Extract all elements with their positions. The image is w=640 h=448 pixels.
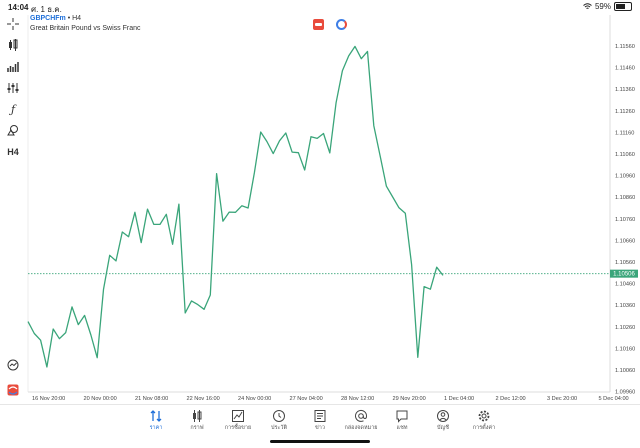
current-price-badge [610,269,638,278]
status-time: 14:04 [8,3,29,12]
price-tick-label: 1.10160 [615,346,635,352]
time-axis: 16 Nov 20:00 20 Nov 00:00 21 Nov 08:00 22 N… [32,396,629,402]
tab-label: ประวัติ [270,425,288,431]
shapes-icon[interactable] [3,122,23,138]
tab-label: แชท [396,425,408,431]
price-tick-label: 1.11560 [615,44,635,50]
tab-label: กล่องจดหมาย [344,425,378,431]
price-tick-label: 1.10560 [615,260,635,266]
settings-sliders-icon[interactable] [3,80,23,96]
time-tick-label: 29 Nov 20:00 [393,396,426,402]
chart-status-icons [313,19,347,30]
tab-trade[interactable]: การซื้อขาย [216,408,260,432]
chart-icon [193,410,202,422]
indicators-icon[interactable] [3,59,23,75]
chart-type-icon[interactable] [3,37,23,53]
history-icon [273,410,285,422]
current-price-label: 1.10506 [613,272,635,278]
quotes-icon [150,410,162,422]
function-icon[interactable]: ƒ [10,102,16,116]
status-right: 59% [583,2,632,11]
tab-quotes[interactable]: ราคา [134,408,178,432]
tab-mailbox[interactable]: กล่องจดหมาย [339,408,383,432]
status-bar: 14:04 ศ. 1 ธ.ค. 59% [0,0,640,14]
time-tick-label: 20 Nov 00:00 [84,396,117,402]
price-tick-label: 1.11460 [615,66,635,72]
symbol-description: Great Britain Pound vs Swiss Franc [30,25,141,32]
time-tick-label: 24 Nov 00:00 [238,396,271,402]
price-tick-label: 1.09960 [615,390,635,396]
time-tick-label: 22 Nov 16:00 [187,396,220,402]
price-chart[interactable]: 1.11560 1.11460 1.11360 1.11260 1.11160 1.110… [0,0,640,404]
time-tick-label: 1 Dec 04:00 [444,396,474,402]
time-tick-label: 21 Nov 08:00 [135,396,168,402]
timeframe-label: • H4 [67,15,82,22]
time-tick-label: 16 Nov 20:00 [32,396,65,402]
tab-label: กราฟ [190,425,204,431]
trade-icon [232,410,244,422]
mailbox-icon [355,409,368,422]
chart-header: GBPCHFm • H4 Great Britain Pound vs Swis… [30,14,141,34]
time-tick-label: 27 Nov 04:00 [290,396,323,402]
tab-label: บัญชี [437,425,449,431]
tab-account[interactable]: บัญชี [421,408,465,432]
price-tick-label: 1.10860 [615,195,635,201]
news-icon [314,410,326,422]
price-line [27,45,444,368]
symbol-name[interactable]: GBPCHFm [30,15,66,22]
tab-label: ข่าว [315,425,325,431]
time-tick-label: 3 Dec 20:00 [547,396,577,402]
tab-label: การตั้งค่า [472,425,496,431]
price-tick-label: 1.10760 [615,217,635,223]
settings-icon [478,410,490,422]
price-tick-label: 1.11260 [615,109,635,115]
tab-label: การซื้อขาย [224,425,252,431]
timeframe-icon[interactable]: H4 [7,147,19,157]
home-indicator [270,440,370,443]
time-tick-label: 5 Dec 04:00 [599,396,629,402]
price-tick-label: 1.11360 [615,87,635,93]
tab-label: ราคา [149,425,163,431]
tab-news[interactable]: ข่าว [298,408,342,432]
chat-icon [396,410,408,423]
status-date: ศ. 1 ธ.ค. [31,5,62,14]
history-icon[interactable] [3,357,23,373]
tab-chart[interactable]: กราฟ [175,408,219,432]
tab-settings[interactable]: การตั้งค่า [462,408,506,432]
tab-chat[interactable]: แชท [380,408,424,432]
price-axis: 1.11560 1.11460 1.11360 1.11260 1.11160 1.110… [615,44,635,396]
one-click-trading-icon[interactable] [313,19,324,30]
time-tick-label: 28 Nov 12:00 [341,396,374,402]
price-tick-label: 1.11160 [615,130,634,136]
battery-icon [614,2,632,11]
time-tick-label: 2 Dec 12:00 [496,396,526,402]
price-tick-label: 1.10460 [615,282,635,288]
price-tick-label: 1.10660 [615,238,635,244]
battery-percent: 59% [594,2,611,11]
price-tick-label: 1.10260 [615,325,635,331]
signal-icon[interactable] [336,19,347,30]
crosshair-icon[interactable] [3,16,23,32]
price-tick-label: 1.11060 [615,152,635,158]
app-logo-icon[interactable] [3,382,23,398]
price-tick-label: 1.10960 [615,174,635,180]
account-icon [437,410,449,422]
wifi-icon [583,3,592,9]
price-tick-label: 1.10360 [615,303,635,309]
price-tick-label: 1.10060 [615,368,635,374]
tab-history[interactable]: ประวัติ [257,408,301,432]
chart-toolbar: ƒ H4 [0,14,26,396]
